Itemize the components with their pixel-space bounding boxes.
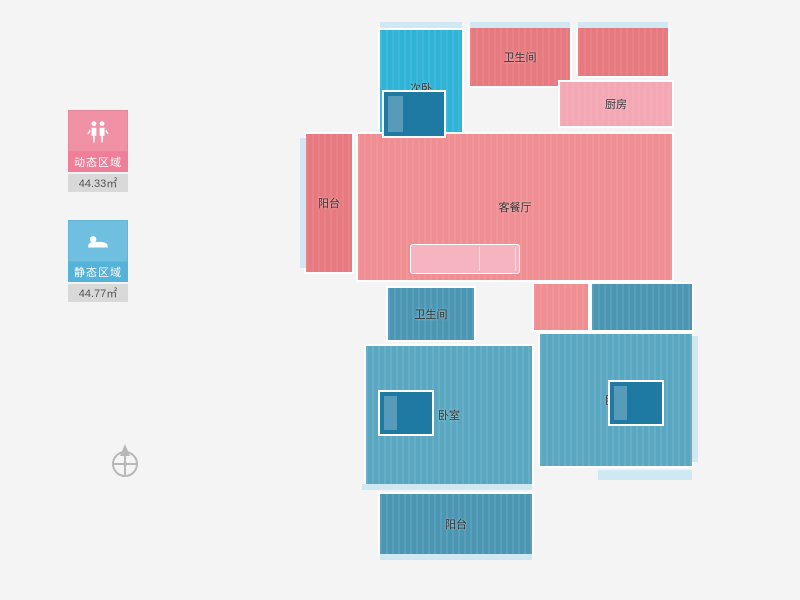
window-4 — [692, 336, 698, 462]
window-3 — [300, 138, 306, 268]
window-2 — [578, 22, 668, 28]
room-bath1: 卫生间 — [468, 26, 572, 88]
sofa-1 — [410, 244, 520, 274]
room-kitchen: 厨房 — [558, 80, 674, 128]
bed-2 — [378, 390, 434, 436]
room-bath2: 卫生间 — [386, 286, 476, 342]
bed-3 — [608, 380, 664, 426]
legend-dynamic-label: 动态区域 — [68, 152, 128, 172]
room-label-bath2: 卫生间 — [415, 306, 448, 322]
legend-static-value: 44.77㎡ — [68, 284, 128, 302]
room-hall — [532, 282, 590, 332]
window-7 — [598, 470, 692, 480]
room-label-balcony1: 阳台 — [318, 195, 340, 211]
room-bed2_lobby — [590, 282, 694, 332]
window-1 — [470, 22, 570, 28]
room-balcony2: 阳台 — [378, 492, 534, 556]
legend-static: 静态区域 44.77㎡ — [68, 220, 136, 302]
room-label-bed1: 卧室 — [438, 407, 460, 423]
window-0 — [380, 22, 462, 28]
legend-static-label: 静态区域 — [68, 262, 128, 282]
room-label-kitchen: 厨房 — [605, 96, 627, 112]
bed-0 — [382, 90, 446, 138]
window-6 — [380, 554, 532, 560]
sleep-icon — [68, 220, 128, 262]
room-balcony1: 阳台 — [304, 132, 354, 274]
floorplan: 卫生间厨房次卧阳台客餐厅卫生间卧室卧室阳台 — [300, 20, 700, 580]
people-icon — [68, 110, 128, 152]
window-5 — [362, 484, 532, 490]
legend-dynamic: 动态区域 44.33㎡ — [68, 110, 136, 192]
room-label-living: 客餐厅 — [499, 199, 532, 215]
legend-dynamic-value: 44.33㎡ — [68, 174, 128, 192]
legend: 动态区域 44.33㎡ 静态区域 44.77㎡ — [68, 110, 136, 330]
compass-icon — [105, 440, 145, 480]
room-label-bath1: 卫生间 — [504, 49, 537, 65]
room-kitchen_top — [576, 26, 670, 78]
room-label-balcony2: 阳台 — [445, 516, 467, 532]
